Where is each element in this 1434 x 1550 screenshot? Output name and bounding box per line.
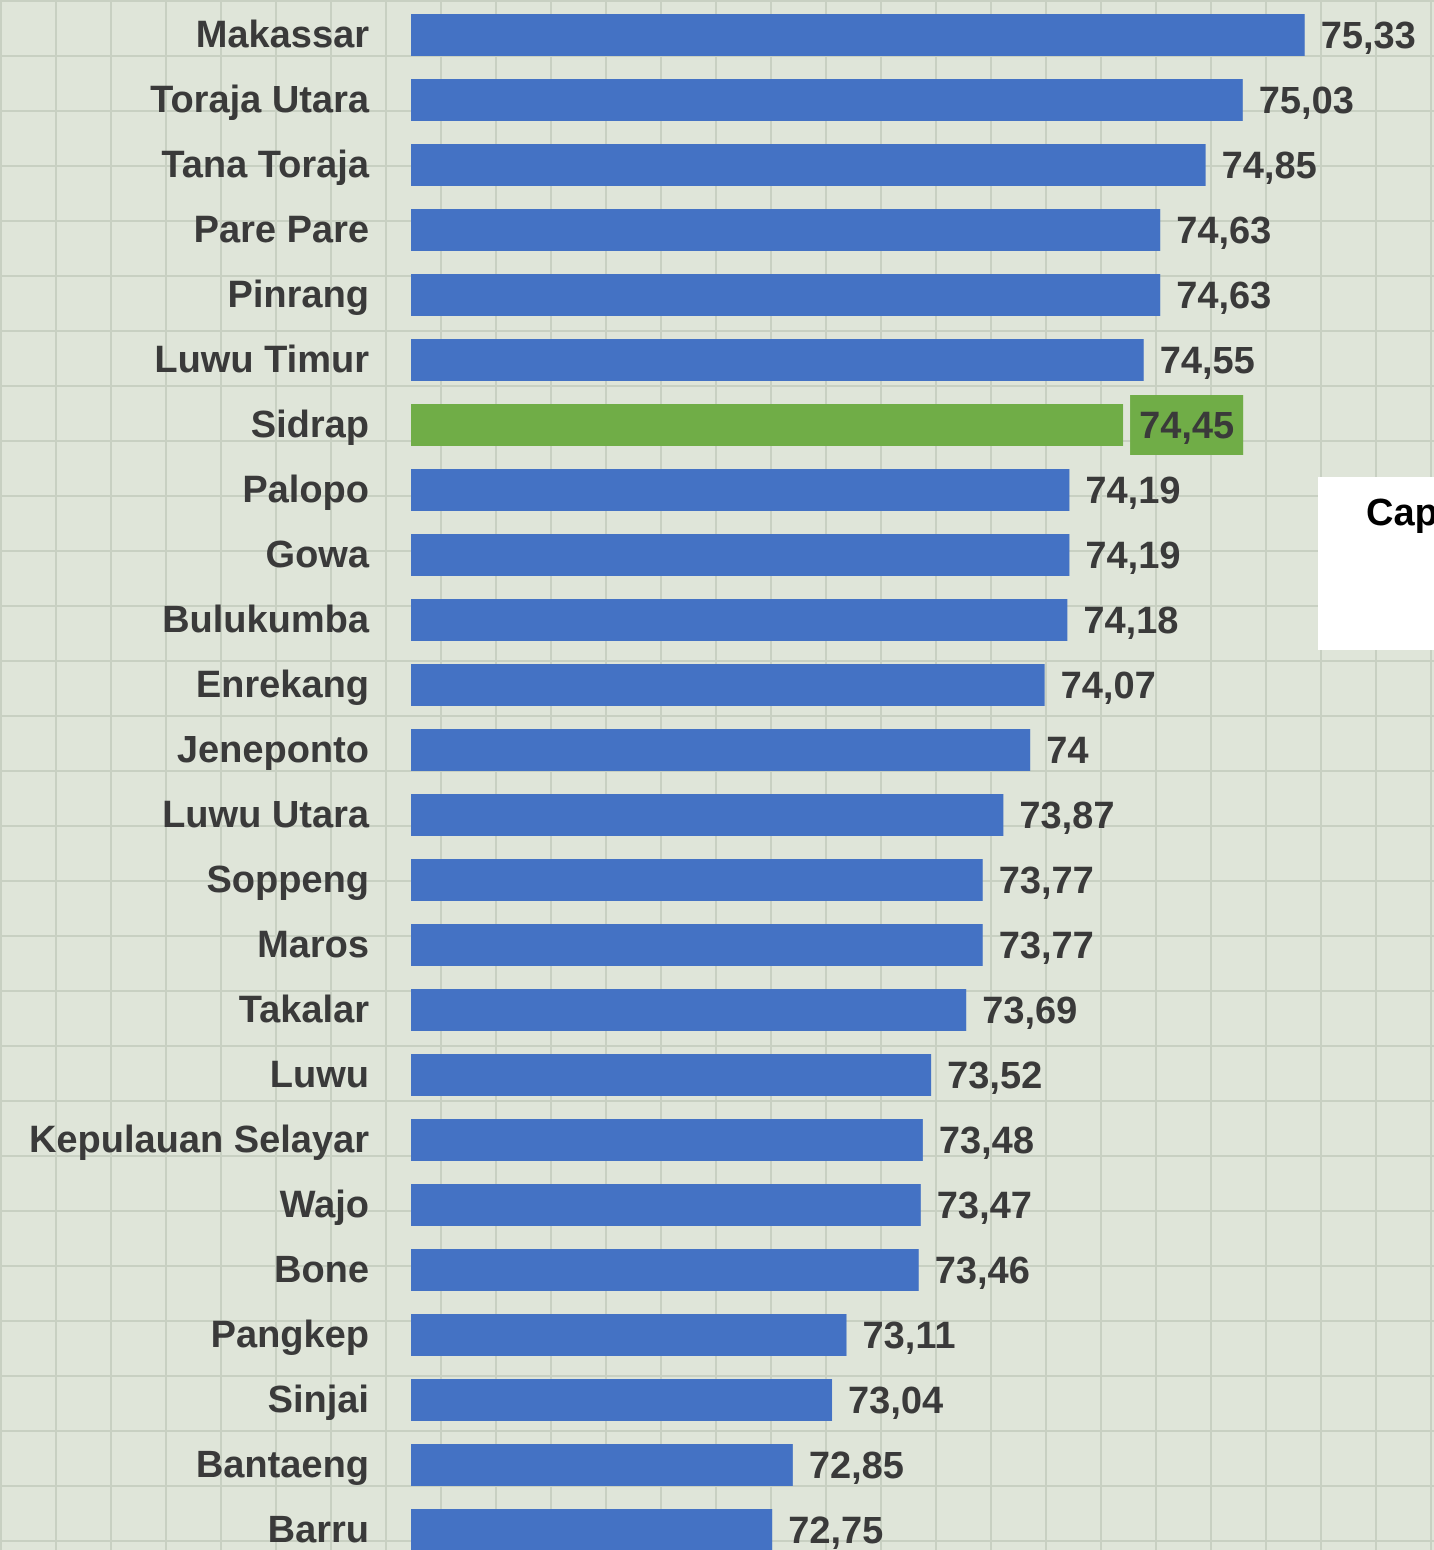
bar bbox=[411, 209, 1161, 251]
bar bbox=[411, 274, 1161, 316]
category-label: Sinjai bbox=[268, 1379, 369, 1421]
category-label: Pinrang bbox=[228, 274, 369, 316]
value-label: 73,77 bbox=[999, 925, 1094, 967]
value-label: 74,18 bbox=[1083, 600, 1178, 642]
value-label: 74,85 bbox=[1222, 145, 1317, 187]
category-label: Sidrap bbox=[251, 404, 369, 446]
bar bbox=[411, 1444, 793, 1486]
value-label: 73,48 bbox=[939, 1120, 1034, 1162]
category-label: Luwu bbox=[270, 1054, 369, 1096]
bar bbox=[411, 859, 983, 901]
bar bbox=[411, 599, 1068, 641]
value-label: 73,04 bbox=[848, 1380, 943, 1422]
category-label: Pangkep bbox=[211, 1314, 369, 1356]
value-label: 74,63 bbox=[1176, 275, 1271, 317]
category-label: Wajo bbox=[280, 1184, 369, 1226]
caption-text: Cap bbox=[1366, 492, 1434, 534]
bar bbox=[411, 989, 967, 1031]
category-label: Pare Pare bbox=[194, 209, 369, 251]
value-label: 73,77 bbox=[999, 860, 1094, 902]
category-label: Kepulauan Selayar bbox=[29, 1119, 369, 1161]
value-label: 75,03 bbox=[1259, 80, 1354, 122]
category-label: Barru bbox=[268, 1509, 369, 1550]
bar bbox=[411, 664, 1045, 706]
category-label: Enrekang bbox=[196, 664, 369, 706]
bar bbox=[411, 339, 1144, 381]
bar bbox=[411, 404, 1124, 446]
value-label: 74,63 bbox=[1176, 210, 1271, 252]
value-label: 74,07 bbox=[1061, 665, 1156, 707]
bar bbox=[411, 79, 1243, 121]
bar bbox=[411, 1509, 773, 1550]
caption-box bbox=[1318, 477, 1434, 650]
category-label: Bulukumba bbox=[162, 599, 370, 641]
bar bbox=[411, 469, 1070, 511]
value-label: 72,85 bbox=[809, 1445, 904, 1487]
category-label: Soppeng bbox=[206, 859, 369, 901]
category-label: Tana Toraja bbox=[161, 144, 370, 186]
value-label: 73,52 bbox=[947, 1055, 1042, 1097]
bar bbox=[411, 1379, 833, 1421]
value-label: 74,55 bbox=[1160, 340, 1255, 382]
category-label: Luwu Timur bbox=[154, 339, 369, 381]
category-label: Toraja Utara bbox=[150, 79, 370, 121]
category-label: Palopo bbox=[242, 469, 369, 511]
bar bbox=[411, 534, 1070, 576]
category-label: Luwu Utara bbox=[162, 794, 370, 836]
bar bbox=[411, 144, 1206, 186]
bar bbox=[411, 14, 1305, 56]
bar bbox=[411, 1249, 919, 1291]
bar bbox=[411, 1314, 847, 1356]
value-label: 74 bbox=[1046, 730, 1088, 772]
bar bbox=[411, 794, 1004, 836]
value-label: 73,47 bbox=[937, 1185, 1032, 1227]
category-label: Gowa bbox=[266, 534, 370, 576]
value-label: 73,69 bbox=[982, 990, 1077, 1032]
category-label: Takalar bbox=[239, 989, 369, 1031]
bar bbox=[411, 1119, 923, 1161]
value-label-bg bbox=[1130, 395, 1244, 455]
bar bbox=[411, 1054, 932, 1096]
value-label: 75,33 bbox=[1321, 15, 1416, 57]
value-label: 74,19 bbox=[1085, 470, 1180, 512]
value-label: 73,46 bbox=[935, 1250, 1030, 1292]
value-label: 72,75 bbox=[788, 1510, 883, 1550]
category-label: Bantaeng bbox=[196, 1444, 369, 1486]
bar bbox=[411, 729, 1031, 771]
category-label: Jeneponto bbox=[177, 729, 369, 771]
value-label: 73,11 bbox=[863, 1315, 956, 1357]
category-label: Bone bbox=[274, 1249, 369, 1291]
value-label: 74,45 bbox=[1139, 405, 1234, 447]
category-label: Maros bbox=[257, 924, 369, 966]
bar bbox=[411, 1184, 921, 1226]
bar bbox=[411, 924, 983, 966]
category-label: Makassar bbox=[196, 14, 369, 56]
value-label: 74,19 bbox=[1085, 535, 1180, 577]
value-label: 73,87 bbox=[1019, 795, 1114, 837]
